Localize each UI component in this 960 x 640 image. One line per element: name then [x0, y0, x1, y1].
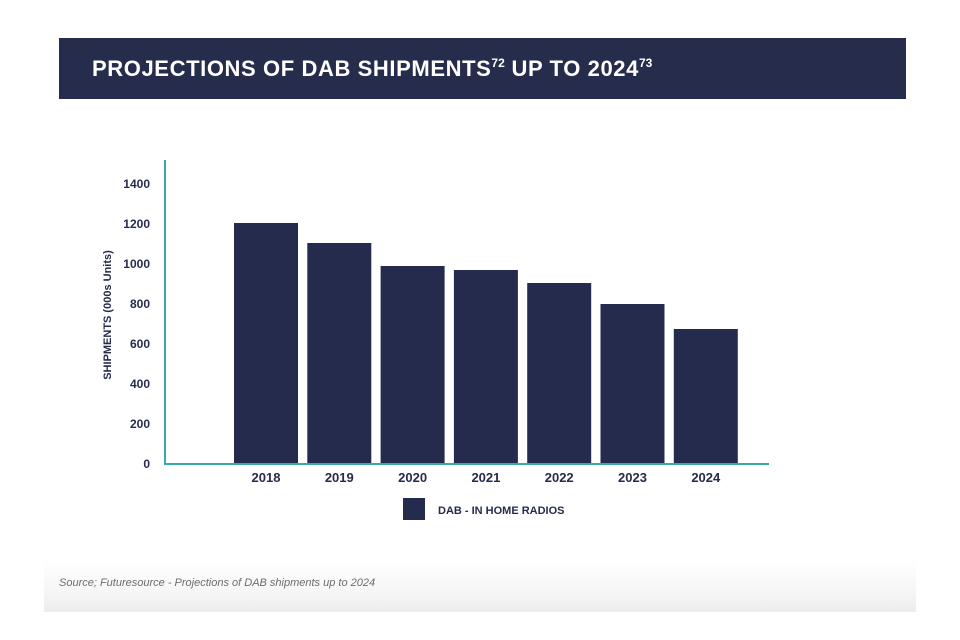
bar-2020 [380, 266, 445, 464]
bar-2024 [673, 329, 738, 464]
bar-2019 [307, 243, 372, 464]
bar-chart: 0 200 400 600 800 1000 1200 1400 2018 2019 2020 202… [102, 160, 769, 520]
footnote-ref-72: 72 [491, 55, 505, 70]
bar-2018 [234, 223, 298, 464]
chart-title: PROJECTIONS OF DAB SHIPMENTS72 UP TO 202… [92, 55, 653, 81]
y-tick-label: 600 [130, 337, 150, 351]
bar-2023 [600, 304, 665, 464]
x-tick-label: 2019 [325, 470, 354, 485]
y-tick-label: 400 [130, 377, 150, 391]
x-tick-label: 2020 [398, 470, 427, 485]
y-tick-label: 1000 [123, 257, 150, 271]
y-tick-label: 0 [143, 457, 150, 471]
title-banner: PROJECTIONS OF DAB SHIPMENTS72 UP TO 202… [59, 38, 906, 99]
source-note: Source; Futuresource - Projections of DA… [59, 577, 376, 589]
footer-band [44, 560, 916, 612]
y-tick-label: 1400 [123, 177, 150, 191]
legend-swatch [403, 498, 425, 520]
bar-2021 [453, 270, 518, 464]
x-tick-label: 2018 [252, 470, 281, 485]
x-tick-label: 2023 [618, 470, 647, 485]
x-tick-label: 2022 [545, 470, 574, 485]
bar-2022 [527, 283, 592, 464]
y-tick-label: 800 [130, 297, 150, 311]
y-tick-label: 1200 [123, 217, 150, 231]
x-tick-label: 2024 [691, 470, 721, 485]
y-axis-label: SHIPMENTS (000s Units) [102, 250, 114, 380]
footnote-ref-73: 73 [638, 55, 653, 70]
x-tick-label: 2021 [471, 470, 500, 485]
y-tick-label: 200 [130, 417, 150, 431]
legend-label: DAB - IN HOME RADIOS [438, 505, 565, 517]
